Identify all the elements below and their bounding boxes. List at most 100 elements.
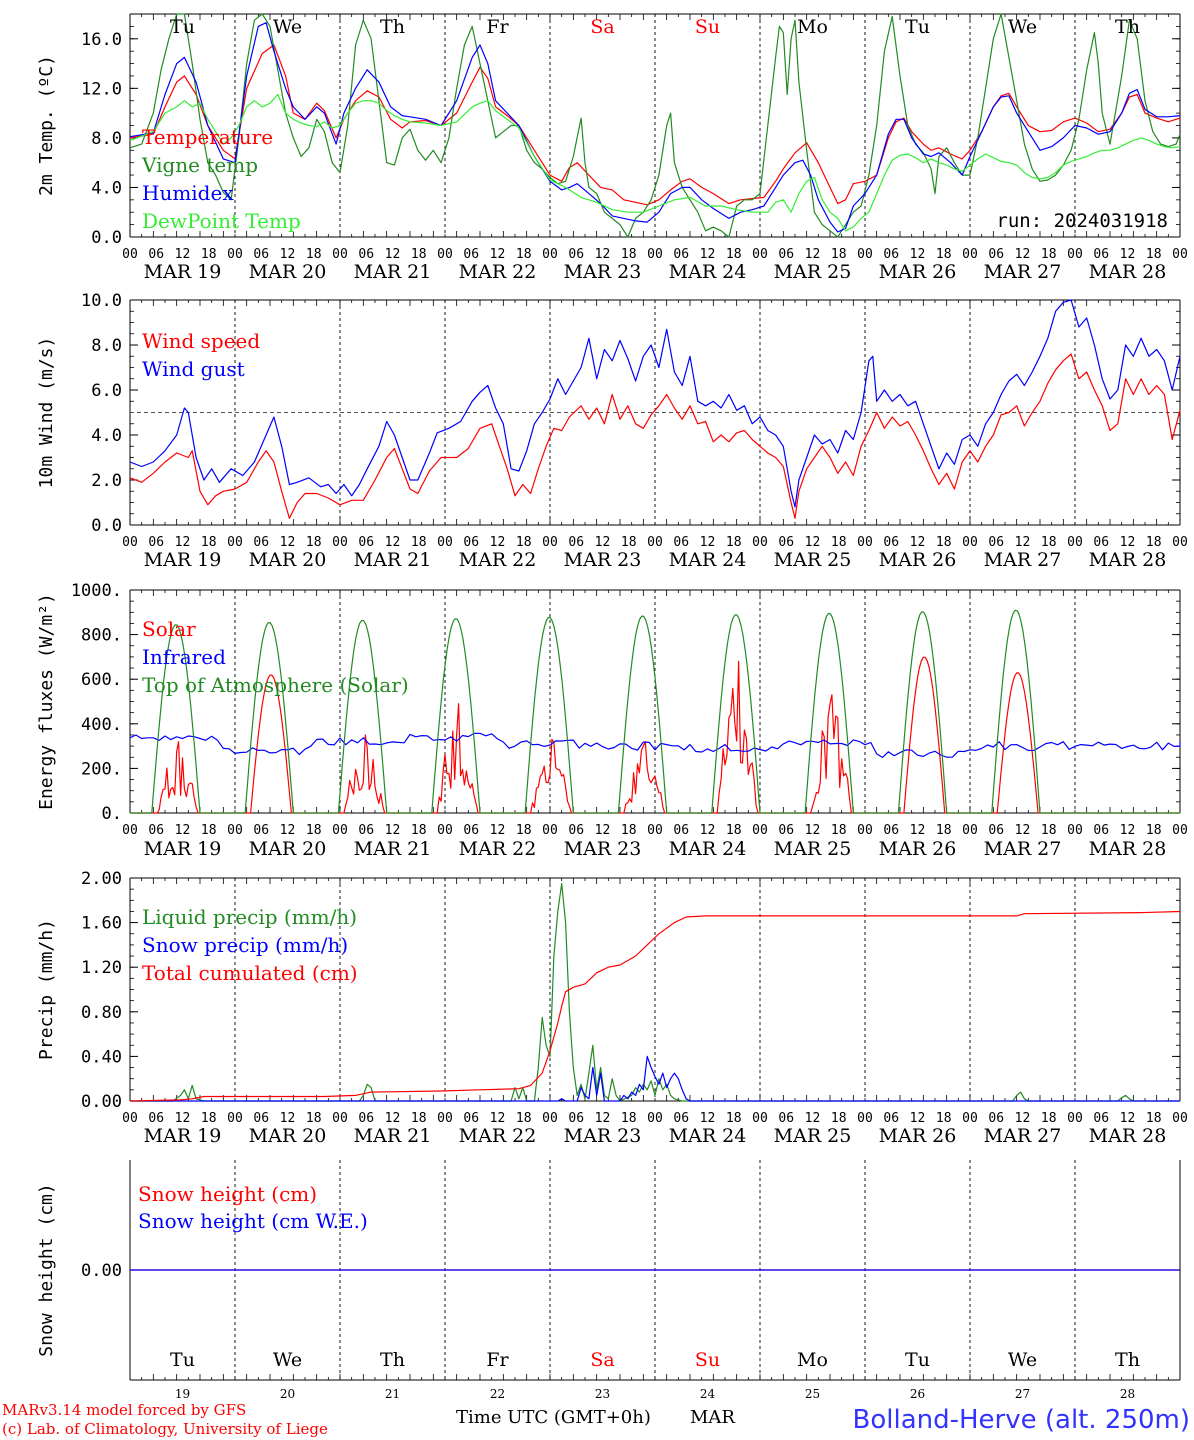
hour-tick-label: 00 (437, 247, 453, 262)
hour-tick-label: 18 (831, 535, 847, 550)
hour-tick-label: 00 (1172, 535, 1188, 550)
hour-tick-label: 06 (148, 247, 164, 262)
hour-tick-label: 18 (621, 247, 637, 262)
date-label: MAR 24 (669, 1125, 747, 1147)
hour-tick-label: 18 (1146, 535, 1162, 550)
hour-tick-label: 12 (910, 1111, 926, 1126)
hour-tick-label: 00 (122, 823, 138, 838)
panel-precip: 0.00 0.40 0.80 1.20 1.60 2.00 Precip (mm/h) 00 0… (36, 869, 1188, 1147)
hour-tick-label: 12 (490, 535, 506, 550)
day-number-label: 22 (490, 1387, 505, 1401)
hour-tick-label: 12 (700, 1111, 716, 1126)
weekday-label: Tu (170, 1349, 195, 1371)
hour-tick-label: 06 (568, 1111, 584, 1126)
weekday-label: Sa (590, 16, 614, 38)
day-number-label: 26 (910, 1387, 925, 1401)
hour-tick-label: 12 (175, 535, 191, 550)
hour-tick-label: 00 (542, 535, 558, 550)
hour-tick-label: 18 (726, 1111, 742, 1126)
hour-tick-label: 06 (1093, 823, 1109, 838)
hour-tick-label: 18 (306, 535, 322, 550)
date-label: MAR 28 (1089, 549, 1167, 571)
legend: Wind speed Wind gust (142, 329, 260, 381)
panel-temp: 0.04.08.012.016.02m Temp. (ºC)00 06 12 18MA… (36, 13, 1188, 283)
legend-entry: Wind speed (142, 329, 260, 353)
y-tick-label: 6.0 (91, 381, 122, 401)
hour-tick-label: 12 (175, 823, 191, 838)
legend: Solar Infrared Top of Atmosphere (Solar) (142, 617, 409, 697)
date-label: MAR 25 (774, 549, 852, 571)
y-tick-label: 2.0 (91, 471, 122, 491)
y-tick-label: 0.0 (91, 516, 122, 536)
day-number-label: 19 (175, 1387, 190, 1401)
hour-tick-label: 06 (988, 823, 1004, 838)
hour-tick-label: 12 (910, 247, 926, 262)
date-label: MAR 27 (984, 838, 1062, 860)
hour-tick-label: 06 (358, 247, 374, 262)
hour-tick-label: 18 (831, 823, 847, 838)
date-label: MAR 22 (459, 838, 537, 860)
hour-tick-label: 06 (673, 1111, 689, 1126)
hour-tick-label: 18 (1146, 823, 1162, 838)
date-label: MAR 27 (984, 1125, 1062, 1147)
weekday-label: Th (380, 1349, 405, 1371)
date-label: MAR 22 (459, 1125, 537, 1147)
hour-tick-label: 06 (358, 1111, 374, 1126)
y-axis-title: Snow height (cm) (36, 1183, 57, 1356)
hour-tick-label: 12 (700, 823, 716, 838)
hour-tick-label: 00 (647, 1111, 663, 1126)
hour-tick-label: 12 (805, 247, 821, 262)
date-label: MAR 27 (984, 549, 1062, 571)
series-vigne-temp (129, 13, 1181, 238)
y-tick-label: 1.60 (81, 914, 122, 934)
hour-tick-label: 12 (1120, 535, 1136, 550)
y-tick-label: 1.20 (81, 958, 122, 978)
hour-tick-label: 12 (805, 535, 821, 550)
legend-entry: Snow precip (mm/h) (142, 933, 348, 957)
hour-tick-label: 06 (778, 1111, 794, 1126)
day-number-label: 21 (385, 1387, 400, 1401)
y-tick-label: 12.0 (81, 79, 122, 99)
date-label: MAR 21 (354, 838, 432, 860)
hour-tick-label: 18 (306, 247, 322, 262)
hour-tick-label: 06 (463, 823, 479, 838)
y-tick-label: 4.0 (91, 178, 122, 198)
hour-tick-label: 12 (1015, 1111, 1031, 1126)
date-label: MAR 25 (774, 838, 852, 860)
hour-tick-label: 18 (201, 535, 217, 550)
hour-tick-label: 12 (805, 823, 821, 838)
hour-tick-label: 00 (752, 1111, 768, 1126)
y-tick-label: 800. (81, 626, 122, 646)
hour-tick-label: 12 (910, 535, 926, 550)
hour-tick-label: 12 (385, 247, 401, 262)
y-axis-title: Energy fluxes (W/m²) (36, 593, 57, 810)
station-label: Bolland-Herve (alt. 250m) (853, 1405, 1191, 1435)
hour-tick-label: 12 (1015, 823, 1031, 838)
legend-entry: Liquid precip (mm/h) (142, 905, 357, 929)
hour-tick-label: 06 (253, 247, 269, 262)
date-label: MAR 23 (564, 1125, 642, 1147)
weekday-label: Tu (170, 16, 195, 38)
weekday-label: Tu (905, 1349, 930, 1371)
hour-tick-label: 18 (1146, 1111, 1162, 1126)
date-label: MAR 19 (144, 549, 222, 571)
y-tick-label: 8.0 (91, 336, 122, 356)
run-label: run: 2024031918 (996, 210, 1168, 232)
hour-tick-label: 06 (883, 823, 899, 838)
date-label: MAR 26 (879, 261, 957, 283)
hour-tick-label: 00 (542, 823, 558, 838)
day-number-label: 27 (1015, 1387, 1030, 1401)
y-tick-label: 1000. (71, 581, 122, 601)
hour-tick-label: 12 (1120, 823, 1136, 838)
hour-tick-label: 00 (647, 535, 663, 550)
y-tick-label: 0.40 (81, 1047, 122, 1067)
legend-entry: Infrared (142, 645, 226, 669)
y-tick-label: 0. (102, 804, 122, 824)
hour-tick-label: 12 (1015, 535, 1031, 550)
lab-credit: (c) Lab. of Climatology, University of L… (2, 1420, 328, 1438)
date-label: MAR 27 (984, 261, 1062, 283)
hour-tick-label: 00 (647, 823, 663, 838)
hour-tick-label: 00 (332, 1111, 348, 1126)
date-label: MAR 19 (144, 261, 222, 283)
